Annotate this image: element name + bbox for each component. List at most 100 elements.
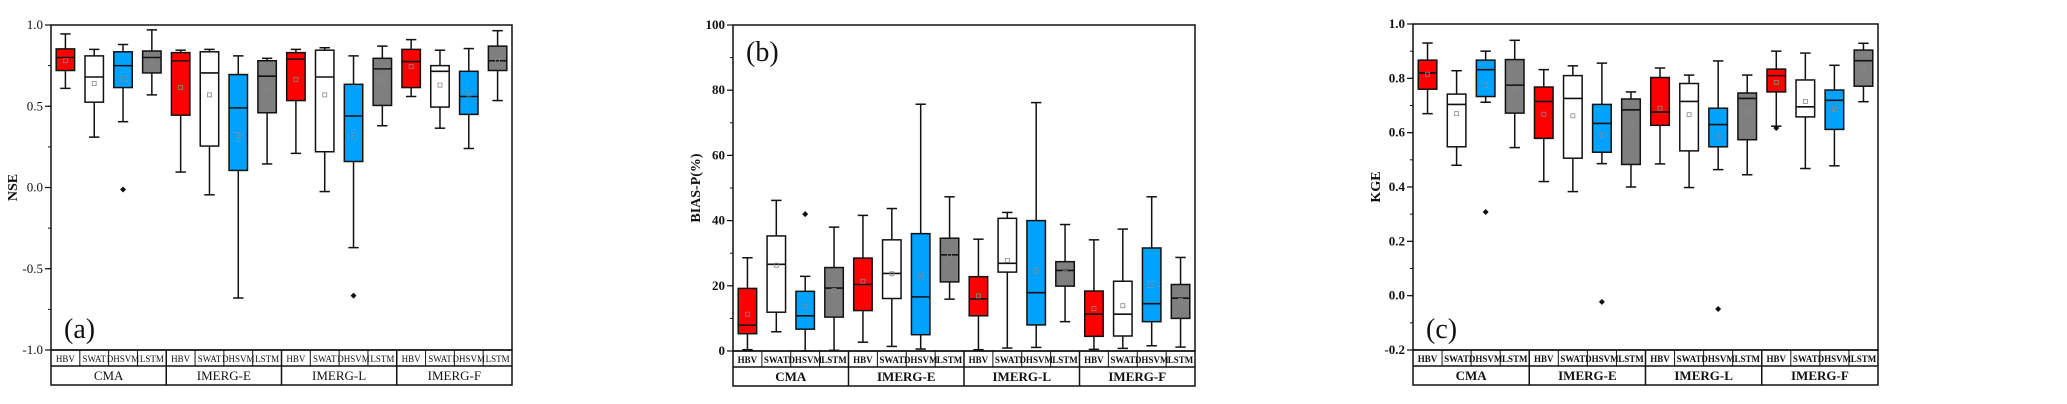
- iqr-box: [997, 217, 1018, 273]
- box-imerg-f-hbv: [1083, 239, 1104, 351]
- box-imerg-e-dhsvm: [1591, 62, 1612, 305]
- mean-marker: [1425, 71, 1430, 77]
- y-axis-title: NSE: [6, 174, 21, 201]
- mean-marker: [1062, 270, 1068, 276]
- y-tick-label: -0.5: [22, 261, 43, 276]
- group-label: IMERG-L: [993, 369, 1052, 384]
- mean-marker: [918, 273, 924, 279]
- model-label: HBV: [738, 355, 758, 365]
- box-imerg-l-dhsvm: [1708, 60, 1729, 312]
- y-tick-label: 100: [706, 17, 726, 32]
- mean-marker: [1599, 132, 1605, 138]
- mean-marker: [264, 87, 270, 93]
- mean-marker: [1149, 282, 1155, 287]
- mean-marker: [1657, 105, 1663, 111]
- mean-marker: [1628, 124, 1634, 130]
- mean-marker: [495, 58, 500, 64]
- mean-marker: [437, 82, 443, 88]
- model-label: DHSVM: [453, 354, 486, 364]
- box-imerg-f-swat: [1795, 52, 1816, 170]
- y-tick-label: 0.4: [1389, 179, 1406, 194]
- box-imerg-l-lstm: [1055, 223, 1076, 323]
- mean-marker: [1744, 110, 1750, 115]
- mean-marker: [1861, 66, 1866, 72]
- box-cma-swat: [1446, 69, 1467, 167]
- model-label: HBV: [1084, 355, 1104, 365]
- iqr-box: [1112, 280, 1133, 337]
- y-tick-label: 60: [712, 147, 725, 162]
- group-label: CMA: [775, 369, 807, 384]
- iqr-box: [141, 50, 162, 74]
- box-imerg-e-hbv: [170, 49, 191, 173]
- outlier-point: [1715, 305, 1722, 312]
- box-cma-dhsvm: [795, 211, 816, 352]
- box-imerg-f-hbv: [401, 38, 422, 98]
- mean-marker: [1454, 111, 1459, 117]
- y-tick-label: 0.5: [27, 98, 43, 113]
- box-imerg-f-lstm: [487, 29, 508, 102]
- y-tick-label: 0: [719, 343, 726, 358]
- mean-marker: [408, 64, 414, 69]
- box-imerg-l-swat: [1679, 74, 1700, 189]
- model-label: HBV: [853, 355, 873, 365]
- model-label: HBV: [1418, 354, 1438, 364]
- box-cma-hbv: [737, 257, 758, 351]
- y-tick-label: 20: [712, 278, 725, 293]
- iqr-box: [881, 239, 902, 300]
- model-label: SWAT: [1793, 354, 1818, 364]
- mean-marker: [207, 92, 212, 98]
- box-imerg-f-dhsvm: [458, 47, 479, 150]
- mean-marker: [1091, 306, 1097, 312]
- group-label: IMERG-E: [877, 369, 936, 384]
- model-label: SWAT: [1677, 354, 1702, 364]
- y-tick-label: 1.0: [27, 17, 43, 32]
- group-label: IMERG-E: [1558, 368, 1617, 383]
- box-imerg-l-swat: [314, 47, 335, 193]
- model-label: DHSVM: [337, 354, 370, 364]
- model-label: LSTM: [1618, 354, 1644, 364]
- box-imerg-e-swat: [881, 207, 902, 348]
- group-label: CMA: [1456, 368, 1488, 383]
- box-imerg-f-dhsvm: [1824, 64, 1845, 167]
- box-imerg-f-swat: [1112, 228, 1133, 350]
- iqr-box: [1853, 49, 1874, 87]
- mean-marker: [745, 311, 750, 317]
- model-label: SWAT: [82, 354, 106, 364]
- mean-marker: [1773, 80, 1779, 85]
- iqr-box: [795, 290, 816, 330]
- mean-marker: [120, 76, 126, 82]
- mean-marker: [1570, 113, 1576, 119]
- mean-marker: [802, 303, 808, 309]
- y-tick-label: 1.0: [1389, 16, 1405, 31]
- model-label: LSTM: [1502, 354, 1528, 364]
- iqr-box: [257, 60, 278, 114]
- mean-marker: [293, 77, 299, 82]
- model-label: SWAT: [313, 354, 337, 364]
- y-tick-label: 40: [712, 213, 725, 228]
- box-cma-lstm: [1504, 39, 1525, 149]
- y-tick-label: -0.2: [1384, 342, 1405, 357]
- group-label: IMERG-L: [312, 368, 366, 383]
- model-label: SWAT: [428, 354, 452, 364]
- box-imerg-f-dhsvm: [1141, 196, 1162, 347]
- iqr-box: [1562, 74, 1583, 159]
- model-label: HBV: [969, 355, 989, 365]
- iqr-box: [487, 45, 508, 72]
- model-label: LSTM: [1734, 354, 1760, 364]
- box-cma-hbv: [55, 33, 76, 90]
- model-label: LSTM: [370, 354, 394, 364]
- mean-marker: [1715, 133, 1721, 139]
- box-imerg-e-lstm: [1620, 91, 1642, 188]
- model-label: HBV: [56, 354, 76, 364]
- iqr-box: [1649, 76, 1671, 127]
- group-label: IMERG-F: [1791, 368, 1849, 383]
- box-imerg-l-hbv: [285, 48, 306, 155]
- iqr-box: [1679, 82, 1700, 152]
- box-imerg-l-lstm: [1737, 74, 1758, 176]
- iqr-box: [1708, 107, 1729, 148]
- group-label: IMERG-F: [428, 368, 481, 383]
- model-label: DHSVM: [904, 355, 938, 365]
- model-label: HBV: [171, 354, 191, 364]
